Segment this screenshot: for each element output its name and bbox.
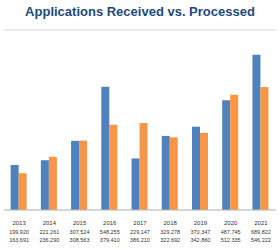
svg-text:487,745: 487,745 [221, 229, 241, 235]
svg-text:329,278: 329,278 [160, 229, 180, 235]
svg-text:236,290: 236,290 [39, 237, 59, 243]
svg-text:2019: 2019 [194, 220, 208, 226]
svg-text:221,261: 221,261 [39, 229, 59, 235]
svg-text:512,335: 512,335 [221, 237, 241, 243]
svg-text:2016: 2016 [103, 220, 117, 226]
svg-text:386,210: 386,210 [130, 237, 150, 243]
svg-text:2015: 2015 [73, 220, 87, 226]
svg-text:2014: 2014 [43, 220, 57, 226]
svg-text:322,692: 322,692 [160, 237, 180, 243]
svg-text:689,822: 689,822 [251, 229, 271, 235]
svg-text:342,860: 342,860 [190, 237, 210, 243]
svg-text:308,563: 308,563 [70, 237, 90, 243]
svg-text:2021: 2021 [254, 220, 268, 226]
svg-text:548,255: 548,255 [100, 229, 120, 235]
svg-text:307,524: 307,524 [70, 229, 90, 235]
svg-text:163,691: 163,691 [9, 237, 29, 243]
svg-text:2017: 2017 [133, 220, 147, 226]
svg-text:2018: 2018 [164, 220, 178, 226]
svg-text:199,920: 199,920 [9, 229, 29, 235]
svg-text:379,410: 379,410 [100, 237, 120, 243]
svg-text:546,222: 546,222 [251, 237, 271, 243]
svg-text:229,147: 229,147 [130, 229, 150, 235]
svg-text:2020: 2020 [224, 220, 238, 226]
html-text:Applications Received vs. Proc: Applications Received vs. Processed [25, 4, 255, 19]
svg-text:2013: 2013 [12, 220, 26, 226]
svg-text:370,347: 370,347 [190, 229, 210, 235]
